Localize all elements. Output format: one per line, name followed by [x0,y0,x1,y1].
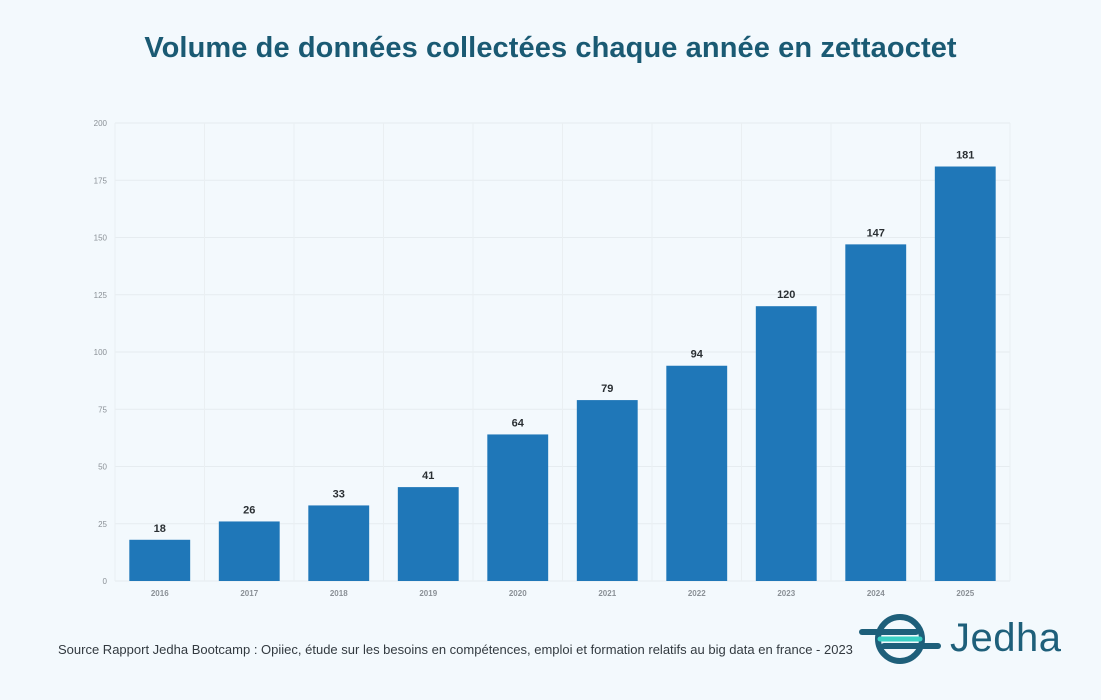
bar [845,244,907,581]
bar-chart: 0 25 50 75 100 125 150 175 200 18 26 33 41 64 79 94 120… [94,119,1011,598]
source-note: Source Rapport Jedha Bootcamp : Opiiec, … [58,642,853,657]
x-tick-label: 2025 [956,589,974,598]
data-label: 33 [333,488,345,500]
y-tick-label: 150 [94,234,108,243]
y-tick-label: 175 [94,176,108,185]
x-tick-label: 2024 [867,589,885,598]
bar [218,521,280,581]
data-label: 26 [243,504,255,516]
bar [397,487,459,581]
y-tick-label: 200 [94,119,108,128]
x-tick-label: 2017 [240,589,258,598]
grid-lines [114,122,1011,582]
y-tick-label: 25 [98,520,107,529]
data-label: 64 [512,417,525,429]
data-label: 120 [777,289,795,301]
logo-text: Jedha [950,616,1062,660]
jedha-logo-icon [859,614,941,664]
x-tick-label: 2018 [330,589,348,598]
bar [755,306,817,581]
x-tick-label: 2022 [688,589,706,598]
y-axis: 0 25 50 75 100 125 150 175 200 [94,119,108,586]
bar [934,166,996,581]
data-label: 181 [956,150,974,162]
data-label: 18 [154,523,166,535]
data-label: 41 [422,470,434,482]
data-label: 147 [867,227,885,239]
bar [487,434,549,581]
x-tick-label: 2023 [777,589,795,598]
y-tick-label: 100 [94,348,108,357]
x-tick-label: 2021 [598,589,616,598]
bar [129,539,191,581]
y-tick-label: 125 [94,291,108,300]
y-tick-label: 50 [98,463,107,472]
chart-title: Volume de données collectées chaque anné… [144,32,957,64]
bars [129,166,996,581]
y-tick-label: 75 [98,405,107,414]
y-tick-label: 0 [103,577,108,586]
bar [666,365,728,581]
data-labels: 18 26 33 41 64 79 94 120 147 181 [154,150,975,535]
x-axis: 2016 2017 2018 2019 2020 2021 2022 2023 2024 2025 [151,589,975,598]
bar [308,505,370,581]
jedha-logo: Jedha [858,612,1068,668]
x-tick-label: 2016 [151,589,169,598]
x-tick-label: 2020 [509,589,527,598]
bar [576,400,638,581]
data-label: 79 [601,383,613,395]
x-tick-label: 2019 [419,589,437,598]
data-label: 94 [691,349,704,361]
